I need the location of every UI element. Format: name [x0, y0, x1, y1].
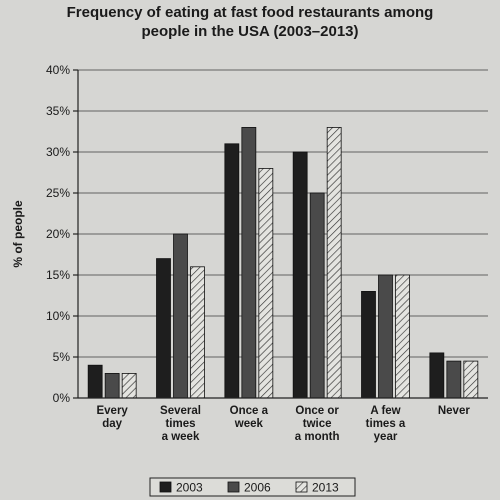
- y-tick-label: 40%: [46, 63, 70, 77]
- x-category-label: Once or twice a month: [295, 405, 340, 443]
- bar-2013: [258, 167, 274, 399]
- bar-2006: [241, 127, 257, 399]
- grid: [78, 69, 488, 358]
- axes: [77, 70, 488, 399]
- legend-swatch-2013: [295, 481, 308, 493]
- bar-2006: [446, 360, 462, 399]
- y-axis-ticks: 0% 5% 10% 15% 20% 25% 30% 35% 40%: [46, 63, 78, 405]
- y-tick-label: 0%: [53, 391, 71, 405]
- bar-2013: [326, 127, 342, 399]
- bar-2003: [156, 258, 171, 399]
- chart-title-line: Frequency of eating at fast food restaur…: [67, 4, 434, 21]
- chart-title-line: people in the USA (2003–2013): [141, 23, 358, 40]
- y-tick-label: 10%: [46, 309, 70, 323]
- bar-2006: [173, 233, 188, 399]
- legend-swatch-2006: [227, 481, 240, 493]
- legend-label: 2013: [312, 481, 339, 495]
- x-category-label: A few times a year: [366, 405, 406, 443]
- x-axis-categories: Every day Several times a week Once a week Once…: [96, 405, 470, 443]
- legend-swatch-2003: [159, 481, 172, 493]
- bar-2013: [121, 372, 137, 399]
- bar-2003: [292, 151, 308, 399]
- y-tick-label: 30%: [46, 145, 70, 159]
- y-tick-label: 15%: [46, 268, 70, 282]
- bar-2006: [309, 192, 325, 399]
- bar-2013: [463, 360, 479, 399]
- legend-label: 2003: [176, 481, 203, 495]
- bar-2003: [87, 364, 103, 399]
- legend-label: 2006: [244, 481, 271, 495]
- x-category-label: Several times a week: [160, 405, 201, 443]
- bar-2013: [395, 274, 410, 399]
- x-category-label: Never: [438, 405, 470, 417]
- bar-2003: [429, 352, 445, 399]
- chart-title: Frequency of eating at fast food restaur…: [67, 4, 434, 40]
- bar-2013: [190, 266, 205, 399]
- x-category-label: Once a week: [230, 405, 269, 430]
- y-tick-label: 25%: [46, 186, 70, 200]
- bar-2003: [224, 143, 240, 399]
- x-category-label: Every day: [96, 405, 128, 430]
- y-axis-title: % of people: [11, 200, 25, 268]
- y-tick-label: 35%: [46, 104, 70, 118]
- bar-2006: [378, 274, 393, 399]
- y-tick-label: 5%: [53, 350, 71, 364]
- y-axis-title: % of people: [11, 200, 25, 268]
- bars: [87, 127, 479, 399]
- bar-2006: [104, 372, 120, 399]
- y-tick-label: 20%: [46, 227, 70, 241]
- bar-2003: [361, 290, 376, 399]
- legend: 2003 2006 2013: [149, 477, 356, 497]
